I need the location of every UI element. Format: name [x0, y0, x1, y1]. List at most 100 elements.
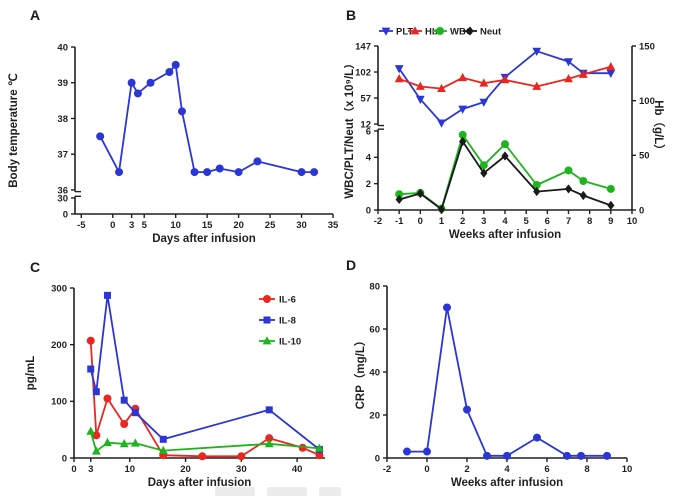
svg-text:12: 12 [360, 119, 371, 130]
svg-text:2: 2 [460, 216, 465, 227]
page-edge-artifact [319, 487, 341, 496]
svg-text:40: 40 [369, 367, 380, 378]
series-hb [394, 61, 616, 93]
svg-text:Hb: Hb [425, 26, 438, 37]
svg-text:39: 39 [57, 78, 68, 89]
svg-text:10: 10 [170, 220, 181, 231]
svg-text:6: 6 [544, 464, 549, 475]
svg-text:Weeks after infusion: Weeks after infusion [451, 477, 563, 489]
svg-text:0: 0 [366, 205, 371, 216]
svg-text:100: 100 [51, 397, 67, 408]
page-edge-artifact [267, 487, 307, 496]
svg-text:0: 0 [424, 464, 429, 475]
series-il-6 [86, 336, 324, 461]
svg-text:-1: -1 [395, 216, 404, 227]
panel-label-a: A [30, 7, 41, 23]
legend: PLT Hb WBC Neut [379, 26, 502, 37]
svg-text:6: 6 [545, 216, 550, 227]
svg-text:3: 3 [88, 464, 93, 475]
svg-text:10: 10 [627, 216, 638, 227]
svg-text:150: 150 [639, 41, 655, 52]
svg-text:20: 20 [233, 220, 244, 231]
panel-b: B -2 -1 0 1 2 3 4 5 6 7 8 9 10 Weeks after infusion 0 2… [344, 0, 688, 248]
svg-text:-2: -2 [383, 464, 391, 475]
svg-text:-5: -5 [77, 220, 86, 231]
x-axis: -2 0 2 4 6 8 10 Weeks after infusion [383, 457, 633, 489]
svg-text:0: 0 [418, 216, 423, 227]
svg-text:WBC/PLT/Neut（x 10⁹/L）: WBC/PLT/Neut（x 10⁹/L） [344, 57, 356, 198]
svg-text:35: 35 [328, 220, 339, 231]
svg-text:-2: -2 [374, 216, 382, 227]
page-edge-artifact [215, 487, 255, 496]
svg-text:15: 15 [202, 220, 213, 231]
svg-text:0: 0 [63, 209, 68, 220]
svg-text:102: 102 [355, 67, 371, 78]
svg-text:0: 0 [71, 464, 76, 475]
svg-text:Body temperature ℃: Body temperature ℃ [7, 73, 20, 188]
x-axis: 0 3 10 20 30 40 Days after infusion [71, 457, 325, 489]
svg-text:Hb（g/L）: Hb（g/L） [652, 100, 666, 156]
svg-text:2: 2 [464, 464, 469, 475]
svg-text:50: 50 [639, 151, 650, 162]
panel-d: D -2 0 2 4 6 8 10 Weeks after infusion 0 20 40 60 80… [344, 248, 688, 496]
series-crp [403, 303, 611, 460]
svg-text:PLT: PLT [396, 26, 413, 37]
svg-text:9: 9 [608, 216, 613, 227]
svg-text:10: 10 [124, 464, 135, 475]
svg-text:6: 6 [366, 126, 371, 137]
svg-text:5: 5 [142, 220, 148, 231]
chart-cytokines: 0 3 10 20 30 40 Days after infusion 0 100 200 300 p… [25, 283, 325, 489]
x-axis: -5 0 3 5 10 15 20 25 30 35 Days after infusion [75, 213, 339, 245]
svg-text:7: 7 [566, 216, 571, 227]
svg-text:30: 30 [57, 193, 68, 204]
x-axis: -2 -1 0 1 2 3 4 5 6 7 8 9 10 Weeks after infusion [374, 209, 638, 241]
y-axis: 0 2 4 612 57 102 147 WBC/PLT/Neut（x 10⁹/L） [344, 41, 384, 216]
svg-text:0: 0 [110, 220, 115, 231]
svg-text:4: 4 [366, 153, 372, 164]
panel-label-c: C [30, 259, 41, 275]
svg-text:1: 1 [439, 216, 445, 227]
y2-axis: 0 50 100 150 Hb（g/L） [631, 41, 666, 216]
svg-text:Days after infusion: Days after infusion [148, 477, 252, 489]
svg-text:IL-6: IL-6 [279, 294, 296, 305]
panel-a: A -5 0 3 5 10 15 20 25 30 35 Days after infusion 0 3… [0, 0, 344, 248]
svg-text:0: 0 [639, 205, 644, 216]
svg-text:25: 25 [265, 220, 276, 231]
svg-text:20: 20 [369, 410, 380, 421]
svg-text:57: 57 [360, 93, 371, 104]
svg-text:pg/mL: pg/mL [25, 356, 37, 391]
svg-text:30: 30 [236, 464, 247, 475]
svg-text:8: 8 [584, 464, 589, 475]
series-il-8 [87, 291, 323, 453]
series-neut [395, 136, 615, 214]
svg-text:WBC: WBC [450, 26, 473, 37]
svg-text:60: 60 [369, 324, 380, 335]
series-body temperature [96, 60, 319, 177]
svg-text:37: 37 [57, 150, 68, 161]
panel-label-d: D [346, 257, 357, 273]
legend: IL-6 IL-8 IL-10 [259, 294, 301, 347]
svg-text:IL-8: IL-8 [279, 315, 296, 326]
svg-text:80: 80 [369, 281, 380, 292]
svg-text:10: 10 [622, 464, 633, 475]
svg-text:3: 3 [129, 220, 134, 231]
series-plt [394, 47, 616, 128]
svg-text:100: 100 [639, 96, 655, 107]
series-il-10 [86, 426, 324, 455]
svg-text:3: 3 [481, 216, 486, 227]
svg-text:Neut: Neut [480, 26, 502, 37]
y-axis: 0 20 40 60 80 CRP（mg/L） [353, 281, 388, 464]
svg-text:5: 5 [524, 216, 530, 227]
svg-text:IL-10: IL-10 [279, 336, 301, 347]
svg-text:40: 40 [292, 464, 303, 475]
svg-text:0: 0 [375, 453, 380, 464]
svg-text:300: 300 [51, 283, 67, 294]
svg-text:30: 30 [296, 220, 307, 231]
svg-text:147: 147 [355, 41, 371, 52]
svg-text:40: 40 [57, 42, 68, 53]
svg-text:2: 2 [366, 179, 371, 190]
